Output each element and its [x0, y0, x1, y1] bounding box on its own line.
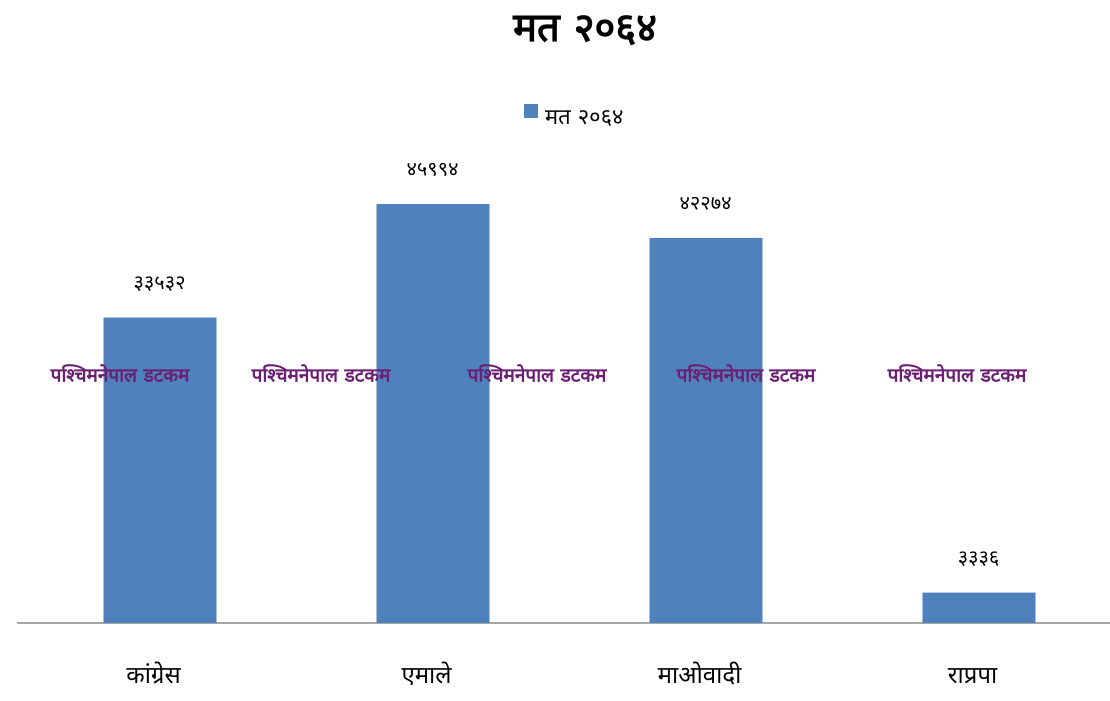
- x-tick-label: एमाले: [401, 661, 452, 689]
- bar: [376, 204, 490, 623]
- legend-swatch: [524, 104, 538, 118]
- watermark: पश्चिमनेपाल डटकम: [50, 364, 190, 387]
- value-label: ३३३६: [958, 545, 1000, 569]
- bar: [103, 317, 217, 623]
- legend-label: मत २०६४: [545, 105, 623, 130]
- watermark: पश्चिमनेपाल डटकम: [467, 364, 607, 387]
- x-tick-label: कांग्रेस: [126, 661, 181, 689]
- value-label: ४२२७४: [680, 190, 732, 214]
- watermark: पश्चिमनेपाल डटकम: [676, 364, 816, 387]
- value-label: ४५९९४: [407, 157, 459, 181]
- chart-title: मत २०६४: [512, 5, 657, 51]
- value-label: ३३५३२: [134, 270, 186, 294]
- watermark: पश्चिमनेपाल डटकम: [251, 364, 391, 387]
- x-tick-label: माओवादी: [658, 661, 742, 689]
- x-tick-label: राप्रपा: [948, 661, 998, 689]
- bar: [922, 592, 1036, 623]
- watermark: पश्चिमनेपाल डटकम: [887, 364, 1027, 387]
- bar: [649, 237, 763, 623]
